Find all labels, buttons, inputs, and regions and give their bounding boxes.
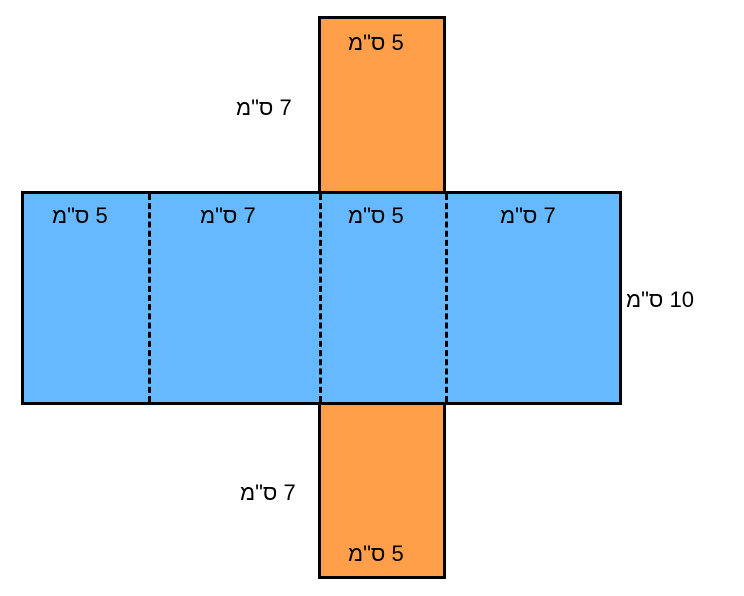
fold-line-1: [148, 194, 151, 402]
strip-height-label: 10 ס"מ: [626, 287, 694, 312]
bottom-face: [318, 402, 446, 579]
bottom-face-height-label: 7 ס"מ: [240, 480, 296, 505]
top-face-height-label: 7 ס"מ: [236, 95, 292, 120]
panel-3-label: 5 ס"מ: [348, 203, 404, 228]
panel-4-label: 7 ס"מ: [500, 203, 556, 228]
top-face-width-label: 5 ס"מ: [348, 30, 404, 55]
bottom-face-width-label: 5 ס"מ: [348, 541, 404, 566]
panel-1-label: 5 ס"מ: [52, 203, 108, 228]
top-face: [318, 16, 446, 194]
fold-line-2: [319, 194, 322, 402]
lateral-strip: [21, 191, 622, 405]
fold-line-3: [445, 194, 448, 402]
panel-2-label: 7 ס"מ: [200, 203, 256, 228]
